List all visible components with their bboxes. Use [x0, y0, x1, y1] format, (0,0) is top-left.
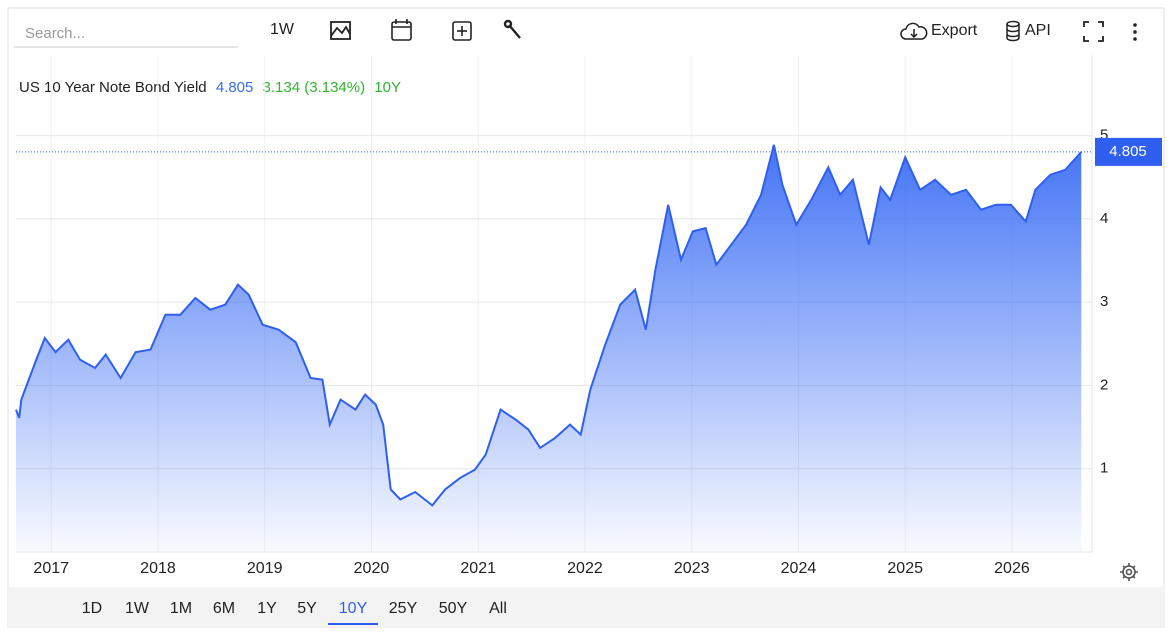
- api-button[interactable]: API: [1025, 22, 1051, 39]
- x-tick-label: 2020: [354, 560, 390, 577]
- plot: 2017 2018 2019 2020 2021 2022 2023 2024 2025 2026…: [15, 55, 1162, 577]
- last-value-marker: [1095, 137, 1162, 166]
- fullscreen-icon[interactable]: [1083, 21, 1104, 42]
- interval-button[interactable]: 1W: [270, 21, 295, 38]
- x-tick-label: 2026: [994, 560, 1030, 577]
- change: 3.134 (3.134%): [263, 79, 366, 96]
- chart-title: US 10 Year Note Bond Yield: [19, 79, 207, 96]
- search-input[interactable]: Search...: [25, 25, 85, 42]
- api-icon[interactable]: [1006, 20, 1020, 42]
- y-tick-label: 2: [1100, 376, 1108, 393]
- calendar-icon[interactable]: [391, 19, 412, 41]
- x-tick-label: 2025: [887, 560, 923, 577]
- area: [16, 144, 1082, 553]
- export-button[interactable]: Export: [931, 22, 978, 39]
- x-tick-label: 2017: [33, 560, 69, 577]
- tools-icon[interactable]: [503, 19, 521, 39]
- last-value: 4.805: [216, 79, 254, 96]
- range-button[interactable]: 6M: [213, 600, 235, 617]
- range-button[interactable]: 10Y: [339, 600, 368, 617]
- export-icon[interactable]: [900, 22, 928, 40]
- chart-header: US 10 Year Note Bond Yield 4.805 3.134 (…: [19, 79, 401, 96]
- menu-icon[interactable]: [1133, 23, 1137, 41]
- range-button[interactable]: 50Y: [439, 600, 468, 617]
- chart-type-icon[interactable]: [330, 21, 351, 40]
- range-bar: [8, 587, 1164, 627]
- y-tick-label: 3: [1100, 293, 1108, 310]
- x-tick-label: 2018: [140, 560, 176, 577]
- range-button[interactable]: 1M: [170, 600, 192, 617]
- settings-icon[interactable]: [1120, 563, 1138, 581]
- period: 10Y: [374, 79, 401, 96]
- line: [15, 144, 1083, 507]
- y-tick-label: 1: [1100, 460, 1108, 477]
- last-value-label: 4.805: [1109, 143, 1147, 160]
- x-tick-label: 2021: [460, 560, 496, 577]
- range-button[interactable]: 1D: [82, 600, 102, 617]
- range-button[interactable]: 5Y: [297, 600, 317, 617]
- x-tick-label: 2024: [781, 560, 817, 577]
- range-button[interactable]: 1Y: [257, 600, 277, 617]
- x-tick-label: 2022: [567, 560, 603, 577]
- compare-icon[interactable]: [452, 21, 472, 41]
- range-button[interactable]: 25Y: [389, 600, 418, 617]
- y-tick-label: 5: [1100, 127, 1108, 144]
- range-button[interactable]: 1W: [125, 600, 150, 617]
- y-tick-label: 4: [1100, 210, 1108, 227]
- range-buttons: 1D 1W 1M 6M 1Y 5Y 10Y 25Y 50Y All: [82, 600, 507, 625]
- range-button[interactable]: All: [489, 600, 507, 617]
- x-tick-label: 2019: [247, 560, 283, 577]
- x-tick-label: 2023: [674, 560, 710, 577]
